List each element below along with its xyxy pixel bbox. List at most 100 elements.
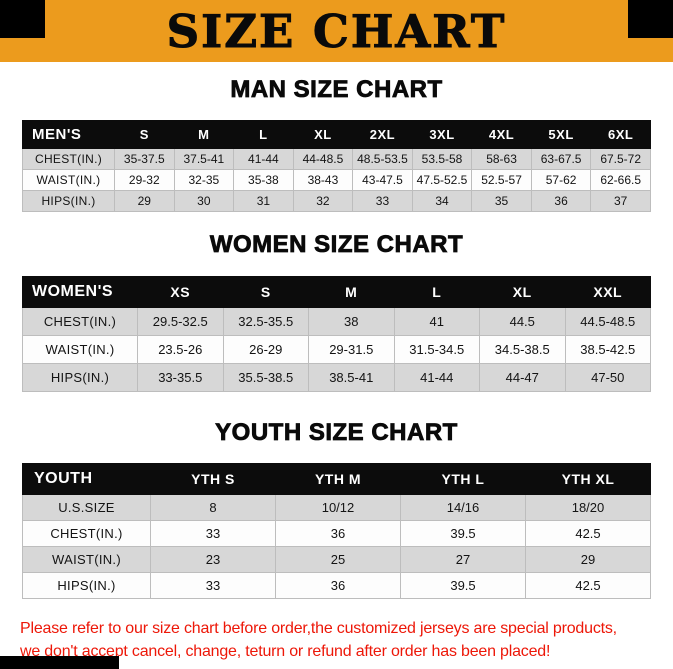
size-value-cell: 63-67.5 — [530, 148, 592, 171]
man-size-table: MEN'S S M L XL 2XL 3XL 4XL 5XL 6XL CHEST(IN.) 35-37… — [22, 120, 651, 213]
size-column-header: 4XL — [471, 120, 532, 150]
size-column-header: 6XL — [590, 120, 651, 150]
size-value-cell: 41 — [393, 306, 480, 336]
size-value-cell: 48.5-53.5 — [352, 148, 413, 171]
table-row: HIPS(IN.) 33-35.5 35.5-38.5 38.5-41 41-44 44-… — [22, 362, 651, 392]
youth-size-chart-heading: YOUTH SIZE CHART — [215, 418, 458, 446]
table-row: CHEST(IN.) 33 36 39.5 42.5 — [22, 520, 651, 548]
size-value-cell: 29-32 — [114, 169, 175, 192]
size-table: YOUTH YTH S YTH M YTH L YTH XL U.S.SIZE 8 10/12… — [22, 463, 651, 600]
table-title-cell: WOMEN'S — [22, 275, 138, 308]
size-table: WOMEN'S XS S M L XL XXL CHEST(IN.) 29.5-32.5 32.5… — [22, 275, 651, 392]
man-size-chart-section: MAN SIZE CHART MEN'S S M L XL 2XL 3XL 4XL 5XL 6XL… — [0, 76, 673, 213]
youth-size-chart-section: YOUTH SIZE CHART YOUTH YTH S YTH M YTH L YTH… — [0, 418, 673, 600]
table-row: HIPS(IN.) 33 36 39.5 42.5 — [22, 572, 651, 600]
size-column-header: 3XL — [411, 120, 473, 150]
size-column-header: S — [114, 120, 175, 150]
size-value-cell: 26-29 — [222, 334, 309, 364]
size-value-cell: 42.5 — [525, 520, 651, 548]
size-column-header: YTH S — [150, 463, 276, 496]
size-value-cell: 33-35.5 — [137, 362, 224, 392]
size-value-cell: 53.5-58 — [411, 148, 473, 171]
size-value-cell: 18/20 — [525, 494, 651, 522]
size-column-header: YTH XL — [525, 463, 651, 496]
size-value-cell: 27 — [400, 546, 526, 574]
size-value-cell: 38.5-41 — [308, 362, 395, 392]
size-value-cell: 8 — [150, 494, 276, 522]
row-label-cell: WAIST(IN.) — [22, 546, 151, 574]
size-value-cell: 43-47.5 — [352, 169, 413, 192]
size-value-cell: 35-37.5 — [114, 148, 175, 171]
table-title-cell: YOUTH — [22, 463, 151, 496]
size-value-cell: 41-44 — [393, 362, 480, 392]
footer-note: Please refer to our size chart before or… — [20, 617, 653, 663]
corner-square-left — [0, 0, 45, 38]
size-value-cell: 42.5 — [525, 572, 651, 600]
size-value-cell: 35-38 — [233, 169, 294, 192]
size-column-header: XL — [479, 275, 566, 308]
size-value-cell: 44-47 — [479, 362, 566, 392]
size-value-cell: 41-44 — [233, 148, 294, 171]
size-value-cell: 25 — [275, 546, 401, 574]
size-value-cell: 32-35 — [173, 169, 235, 192]
size-value-cell: 58-63 — [471, 148, 532, 171]
row-label-cell: WAIST(IN.) — [22, 169, 115, 192]
size-column-header: XXL — [564, 275, 651, 308]
bottom-left-bar — [0, 656, 119, 669]
table-row: WAIST(IN.) 29-32 32-35 35-38 38-43 43-47.5 47.… — [22, 169, 651, 192]
table-row: WAIST(IN.) 23.5-26 26-29 29-31.5 31.5-34.5 34… — [22, 334, 651, 364]
women-size-chart-heading: WOMEN SIZE CHART — [209, 231, 464, 259]
table-header-row: MEN'S S M L XL 2XL 3XL 4XL 5XL 6XL — [22, 120, 651, 150]
table-row: HIPS(IN.) 29 30 31 32 33 34 35 36 37 — [22, 190, 651, 213]
women-size-table: WOMEN'S XS S M L XL XXL CHEST(IN.) 29.5-32.5 32.5… — [22, 275, 651, 392]
size-value-cell: 44.5 — [479, 306, 566, 336]
size-value-cell: 23 — [150, 546, 276, 574]
size-column-header: YTH L — [400, 463, 526, 496]
size-column-header: 2XL — [352, 120, 413, 150]
size-value-cell: 29-31.5 — [308, 334, 395, 364]
size-value-cell: 31 — [233, 190, 294, 213]
youth-size-table: YOUTH YTH S YTH M YTH L YTH XL U.S.SIZE 8 10/12… — [22, 463, 651, 600]
size-value-cell: 36 — [275, 520, 401, 548]
size-value-cell: 39.5 — [400, 572, 526, 600]
size-value-cell: 37 — [590, 190, 651, 213]
size-value-cell: 32.5-35.5 — [222, 306, 309, 336]
row-label-cell: WAIST(IN.) — [22, 334, 138, 364]
page-title: SIZE CHART — [166, 4, 507, 58]
size-value-cell: 32 — [292, 190, 354, 213]
size-value-cell: 52.5-57 — [471, 169, 532, 192]
size-column-header: XS — [137, 275, 224, 308]
size-value-cell: 35 — [471, 190, 532, 213]
corner-square-right — [628, 0, 673, 38]
banner: SIZE CHART — [0, 0, 673, 62]
size-value-cell: 29 — [114, 190, 175, 213]
table-row: CHEST(IN.) 29.5-32.5 32.5-35.5 38 41 44.5 44.5… — [22, 306, 651, 336]
size-value-cell: 38.5-42.5 — [564, 334, 651, 364]
row-label-cell: CHEST(IN.) — [22, 306, 138, 336]
size-column-header: XL — [292, 120, 354, 150]
size-value-cell: 33 — [352, 190, 413, 213]
row-label-cell: CHEST(IN.) — [22, 148, 115, 171]
table-row: CHEST(IN.) 35-37.5 37.5-41 41-44 44-48.5 48.5… — [22, 148, 651, 171]
women-size-chart-section: WOMEN SIZE CHART WOMEN'S XS S M L XL XXL CHEST(… — [0, 231, 673, 392]
size-value-cell: 14/16 — [400, 494, 526, 522]
size-value-cell: 67.5-72 — [590, 148, 651, 171]
size-value-cell: 34.5-38.5 — [479, 334, 566, 364]
size-value-cell: 33 — [150, 520, 276, 548]
row-label-cell: CHEST(IN.) — [22, 520, 151, 548]
size-value-cell: 57-62 — [530, 169, 592, 192]
table-header-row: YOUTH YTH S YTH M YTH L YTH XL — [22, 463, 651, 496]
size-value-cell: 29 — [525, 546, 651, 574]
size-column-header: M — [308, 275, 395, 308]
size-value-cell: 47-50 — [564, 362, 651, 392]
size-column-header: L — [233, 120, 294, 150]
size-value-cell: 35.5-38.5 — [222, 362, 309, 392]
size-column-header: YTH M — [275, 463, 401, 496]
size-column-header: M — [173, 120, 235, 150]
size-value-cell: 30 — [173, 190, 235, 213]
footer-line-2: we don't accept cancel, change, teturn o… — [20, 643, 551, 661]
size-value-cell: 29.5-32.5 — [137, 306, 224, 336]
table-header-row: WOMEN'S XS S M L XL XXL — [22, 275, 651, 308]
man-size-chart-heading: MAN SIZE CHART — [230, 76, 443, 104]
